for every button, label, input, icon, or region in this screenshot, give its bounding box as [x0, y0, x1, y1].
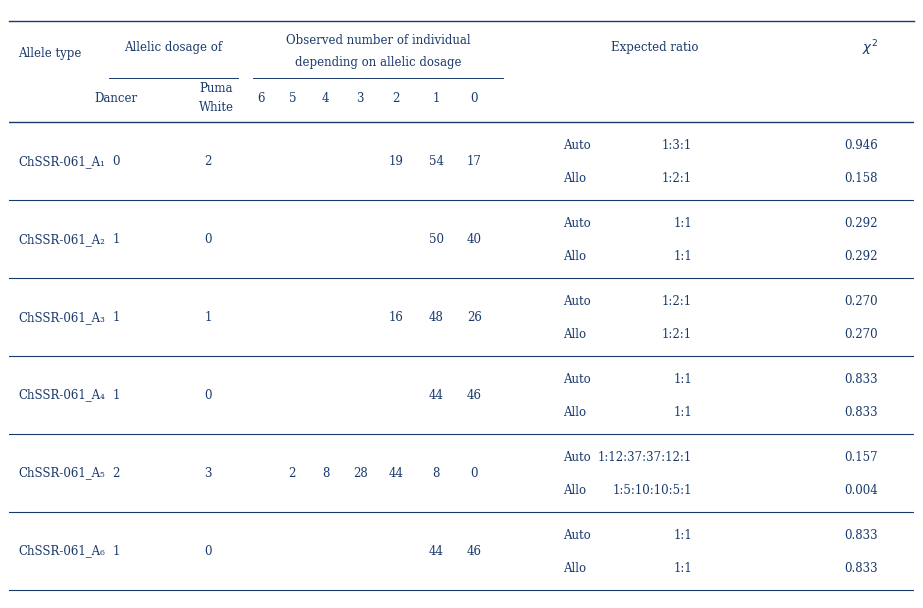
Text: 44: 44 [428, 545, 444, 558]
Text: 1: 1 [205, 311, 212, 323]
Text: 17: 17 [467, 155, 482, 168]
Text: 1:1: 1:1 [674, 217, 692, 230]
Text: 1:2:1: 1:2:1 [662, 328, 692, 341]
Text: Auto: Auto [563, 295, 591, 308]
Text: 3: 3 [356, 92, 364, 105]
Text: Auto: Auto [563, 529, 591, 542]
Text: 16: 16 [389, 311, 403, 323]
Text: 1:3:1: 1:3:1 [662, 139, 692, 152]
Text: 0.833: 0.833 [844, 562, 878, 575]
Text: ChSSR-061_A₃: ChSSR-061_A₃ [18, 311, 105, 323]
Text: Allelic dosage of: Allelic dosage of [125, 41, 222, 54]
Text: 1: 1 [113, 311, 120, 323]
Text: 0.833: 0.833 [844, 406, 878, 419]
Text: 0: 0 [113, 155, 120, 168]
Text: 4: 4 [322, 92, 330, 105]
Text: 0.292: 0.292 [845, 217, 878, 230]
Text: Allo: Allo [563, 484, 586, 497]
Text: Dancer: Dancer [94, 92, 138, 105]
Text: depending on allelic dosage: depending on allelic dosage [295, 56, 462, 69]
Text: 2: 2 [113, 466, 120, 480]
Text: 0.292: 0.292 [845, 250, 878, 263]
Text: 44: 44 [389, 466, 404, 480]
Text: 2: 2 [289, 466, 296, 480]
Text: 1: 1 [433, 92, 440, 105]
Text: Allo: Allo [563, 562, 586, 575]
Text: 46: 46 [467, 389, 482, 402]
Text: 28: 28 [353, 466, 367, 480]
Text: 0: 0 [471, 466, 478, 480]
Text: 0: 0 [205, 389, 212, 402]
Text: Allo: Allo [563, 406, 586, 419]
Text: Allele type: Allele type [18, 47, 81, 60]
Text: 0.158: 0.158 [845, 172, 878, 185]
Text: Allo: Allo [563, 250, 586, 263]
Text: 54: 54 [428, 155, 444, 168]
Text: 6: 6 [257, 92, 265, 105]
Text: ChSSR-061_A₂: ChSSR-061_A₂ [18, 233, 105, 246]
Text: 1: 1 [113, 545, 120, 558]
Text: Auto: Auto [563, 373, 591, 386]
Text: 0.004: 0.004 [844, 484, 878, 497]
Text: Puma: Puma [199, 82, 233, 95]
Text: Observed number of individual: Observed number of individual [286, 34, 471, 47]
Text: 8: 8 [322, 466, 330, 480]
Text: 50: 50 [428, 233, 444, 246]
Text: 0.157: 0.157 [844, 451, 878, 464]
Text: 40: 40 [467, 233, 482, 246]
Text: 48: 48 [429, 311, 444, 323]
Text: 0.833: 0.833 [844, 373, 878, 386]
Text: 0.946: 0.946 [844, 139, 878, 152]
Text: 2: 2 [205, 155, 212, 168]
Text: 1:1: 1:1 [674, 562, 692, 575]
Text: 8: 8 [433, 466, 440, 480]
Text: 1:5:10:10:5:1: 1:5:10:10:5:1 [613, 484, 692, 497]
Text: 1:1: 1:1 [674, 406, 692, 419]
Text: ChSSR-061_A₄: ChSSR-061_A₄ [18, 389, 105, 402]
Text: Auto: Auto [563, 451, 591, 464]
Text: 5: 5 [289, 92, 296, 105]
Text: 0: 0 [205, 545, 212, 558]
Text: ChSSR-061_A₅: ChSSR-061_A₅ [18, 466, 105, 480]
Text: Allo: Allo [563, 328, 586, 341]
Text: $\chi^2$: $\chi^2$ [862, 38, 878, 58]
Text: 44: 44 [428, 389, 444, 402]
Text: 3: 3 [205, 466, 212, 480]
Text: 0: 0 [471, 92, 478, 105]
Text: Auto: Auto [563, 217, 591, 230]
Text: 19: 19 [389, 155, 403, 168]
Text: 46: 46 [467, 545, 482, 558]
Text: 0.270: 0.270 [844, 328, 878, 341]
Text: 1:1: 1:1 [674, 373, 692, 386]
Text: 1: 1 [113, 233, 120, 246]
Text: Expected ratio: Expected ratio [611, 41, 699, 54]
Text: 26: 26 [467, 311, 482, 323]
Text: 0.833: 0.833 [844, 529, 878, 542]
Text: Allo: Allo [563, 172, 586, 185]
Text: 1:1: 1:1 [674, 250, 692, 263]
Text: ChSSR-061_A₁: ChSSR-061_A₁ [18, 155, 105, 168]
Text: Auto: Auto [563, 139, 591, 152]
Text: 2: 2 [392, 92, 400, 105]
Text: 0: 0 [205, 233, 212, 246]
Text: ChSSR-061_A₆: ChSSR-061_A₆ [18, 545, 105, 558]
Text: 1:1: 1:1 [674, 529, 692, 542]
Text: 1: 1 [113, 389, 120, 402]
Text: 1:2:1: 1:2:1 [662, 172, 692, 185]
Text: White: White [199, 101, 234, 114]
Text: 1:12:37:37:12:1: 1:12:37:37:12:1 [598, 451, 692, 464]
Text: 0.270: 0.270 [844, 295, 878, 308]
Text: 1:2:1: 1:2:1 [662, 295, 692, 308]
